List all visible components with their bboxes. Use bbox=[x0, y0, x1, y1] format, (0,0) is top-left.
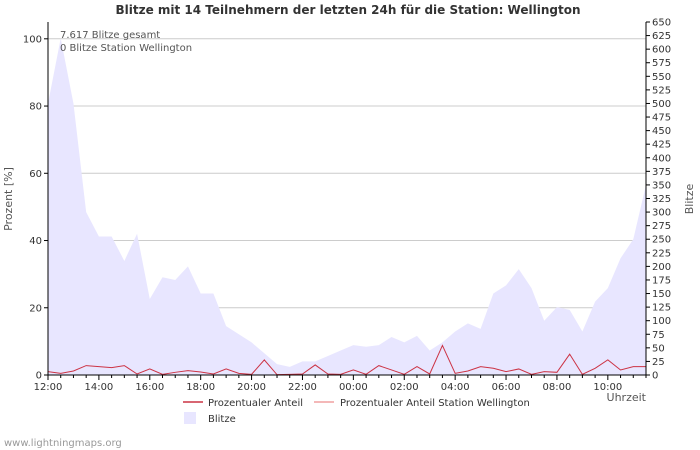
right-tick-label-625: 625 bbox=[652, 31, 671, 42]
left-tick-label-20: 20 bbox=[29, 303, 42, 314]
left-tick-label-80: 80 bbox=[29, 102, 42, 113]
y-axis-left-label: Prozent [%] bbox=[2, 167, 15, 231]
x-tick-label-10:00: 10:00 bbox=[593, 382, 622, 393]
right-tick-label-425: 425 bbox=[652, 140, 671, 151]
x-tick-label-20:00: 20:00 bbox=[237, 382, 266, 393]
right-tick-label-450: 450 bbox=[652, 126, 671, 137]
blitze-area bbox=[48, 38, 646, 375]
right-tick-label-525: 525 bbox=[652, 85, 671, 96]
left-tick-label-0: 0 bbox=[36, 371, 42, 382]
x-tick-labels: 12:00 14:00 16:00 18:00 20:00 22:00 00:00 02:00… bbox=[34, 375, 647, 393]
right-tick-label-350: 350 bbox=[652, 180, 671, 191]
right-tick-label-100: 100 bbox=[652, 316, 671, 327]
legend-label-station: Prozentualer Anteil Station Wellington bbox=[340, 398, 530, 409]
right-tick-label-225: 225 bbox=[652, 248, 671, 259]
x-tick-label-22:00: 22:00 bbox=[288, 382, 317, 393]
right-tick-label-475: 475 bbox=[652, 113, 671, 124]
annotation-total: 7.617 Blitze gesamt bbox=[60, 30, 160, 41]
left-tick-labels: 0 20 40 60 80 100 bbox=[23, 34, 48, 382]
right-tick-label-0: 0 bbox=[652, 371, 658, 382]
right-tick-label-300: 300 bbox=[652, 208, 671, 219]
x-tick-label-14:00: 14:00 bbox=[84, 382, 113, 393]
x-tick-label-18:00: 18:00 bbox=[186, 382, 215, 393]
right-tick-label-150: 150 bbox=[652, 289, 671, 300]
right-tick-label-250: 250 bbox=[652, 235, 671, 246]
x-tick-label-12:00: 12:00 bbox=[34, 382, 63, 393]
left-tick-label-40: 40 bbox=[29, 236, 42, 247]
right-tick-label-325: 325 bbox=[652, 194, 671, 205]
legend-label-anteil: Prozentualer Anteil bbox=[208, 398, 303, 409]
right-tick-label-400: 400 bbox=[652, 153, 671, 164]
legend-swatch-blitze bbox=[184, 412, 196, 424]
blitze-area-layer bbox=[48, 38, 646, 375]
percent-line bbox=[47, 344, 646, 376]
right-tick-label-500: 500 bbox=[652, 99, 671, 110]
legend-label-blitze: Blitze bbox=[208, 414, 236, 425]
right-tick-label-75: 75 bbox=[652, 330, 665, 341]
right-tick-label-550: 550 bbox=[652, 72, 671, 83]
right-tick-label-175: 175 bbox=[652, 275, 671, 286]
x-tick-label-16:00: 16:00 bbox=[135, 382, 164, 393]
x-tick-label-00:00: 00:00 bbox=[339, 382, 368, 393]
x-tick-label-08:00: 08:00 bbox=[543, 382, 572, 393]
right-tick-label-375: 375 bbox=[652, 167, 671, 178]
left-tick-label-60: 60 bbox=[29, 169, 42, 180]
x-axis-label: Uhrzeit bbox=[607, 391, 647, 404]
right-tick-label-275: 275 bbox=[652, 221, 671, 232]
right-tick-label-50: 50 bbox=[652, 343, 665, 354]
x-tick-label-06:00: 06:00 bbox=[492, 382, 521, 393]
right-tick-label-125: 125 bbox=[652, 303, 671, 314]
right-tick-label-200: 200 bbox=[652, 262, 671, 273]
x-tick-label-02:00: 02:00 bbox=[390, 382, 419, 393]
legend: Prozentualer Anteil Prozentualer Anteil … bbox=[183, 398, 530, 425]
x-tick-label-04:00: 04:00 bbox=[441, 382, 470, 393]
right-tick-labels: 0 25 50 75 100 125 150 175 200 225 250 275 300 325 350… bbox=[646, 18, 671, 382]
right-tick-label-650: 650 bbox=[652, 18, 671, 29]
right-tick-label-600: 600 bbox=[652, 45, 671, 56]
footer-credit: www.lightningmaps.org bbox=[4, 438, 122, 449]
y-axis-right-label: Blitze bbox=[683, 184, 696, 215]
left-tick-label-100: 100 bbox=[23, 34, 42, 45]
annotation-station: 0 Blitze Station Wellington bbox=[60, 43, 192, 54]
right-tick-label-25: 25 bbox=[652, 357, 665, 368]
chart-title: Blitze mit 14 Teilnehmern der letzten 24… bbox=[115, 3, 580, 17]
right-tick-label-575: 575 bbox=[652, 58, 671, 69]
